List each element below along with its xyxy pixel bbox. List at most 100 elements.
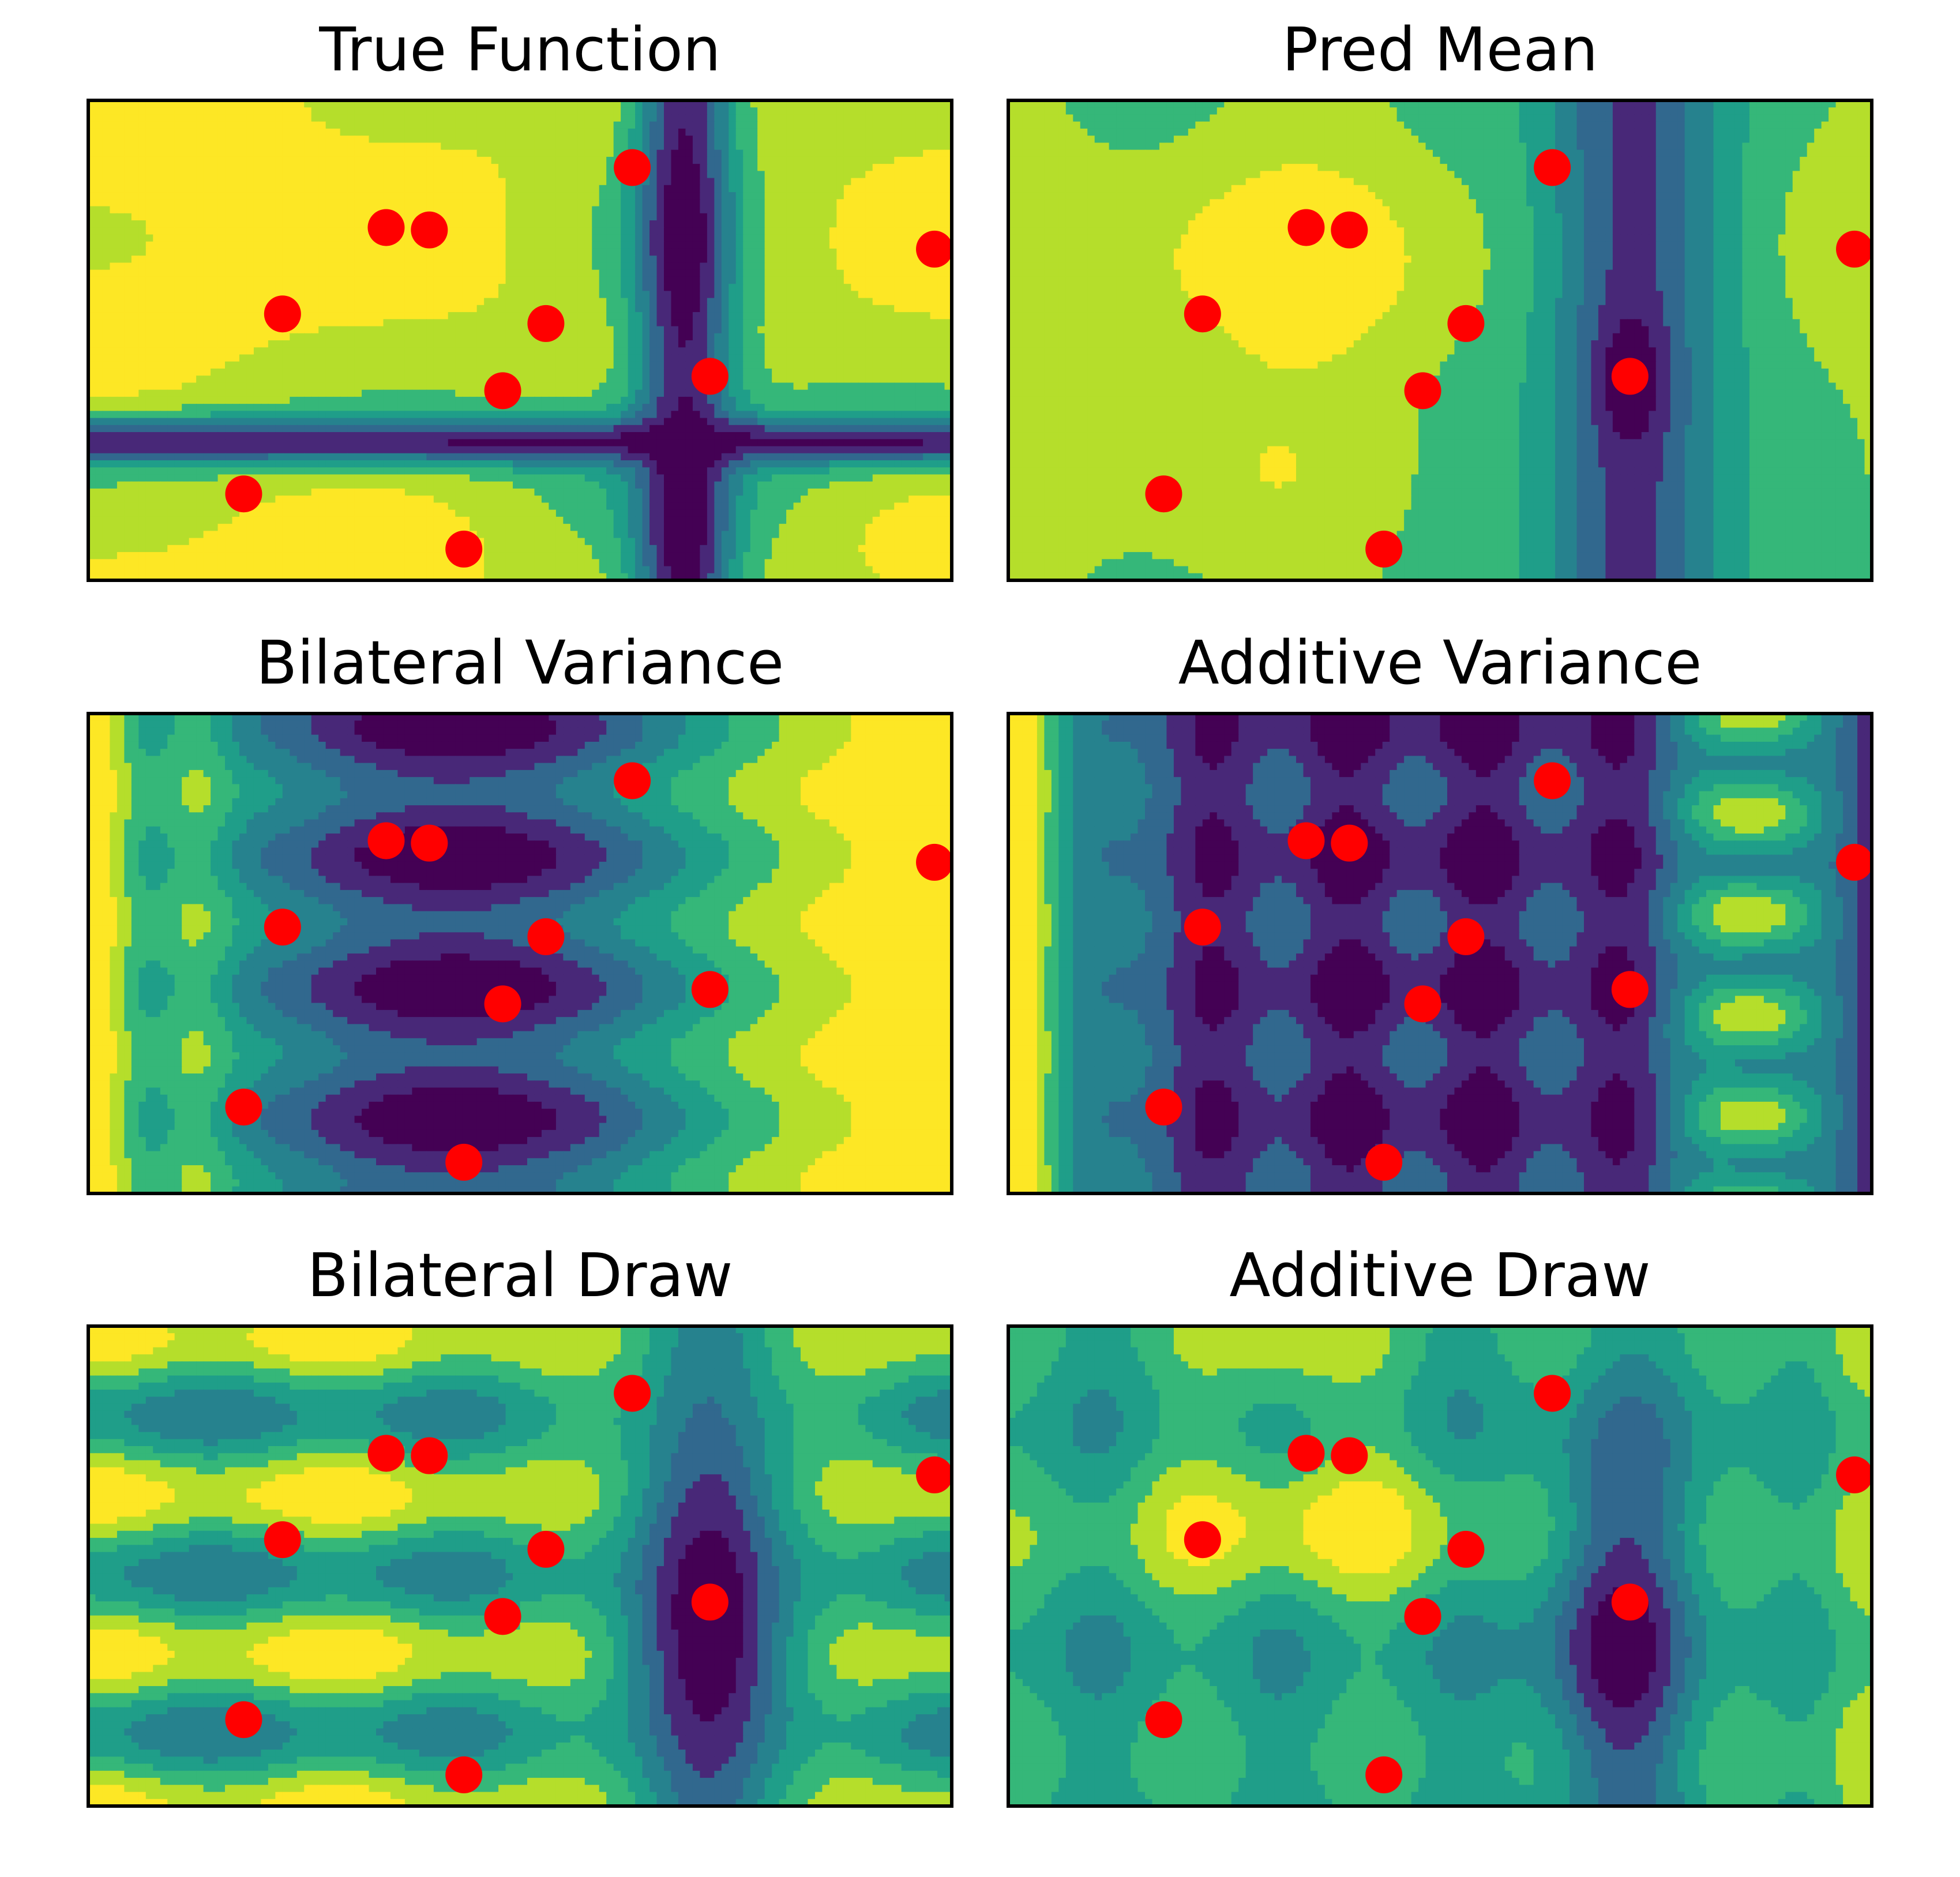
contour-cell [692,156,701,164]
contour-cell [714,333,722,341]
contour-cell [865,354,873,362]
contour-cell [692,128,701,136]
contour-cell [908,136,917,144]
contour-cell [253,276,262,284]
contour-cell [275,256,283,264]
contour-cell [95,326,103,334]
contour-cell [621,192,629,200]
contour-cell [325,262,333,271]
contour-cell [211,312,219,320]
contour-cell [887,298,895,306]
contour-cell [814,100,823,108]
contour-cell [513,248,521,256]
contour-cell [138,284,147,292]
contour-cell [491,149,499,157]
contour-cell [707,284,715,292]
contour-cell [563,354,571,362]
contour-cell [570,284,579,292]
contour-cell [268,256,276,264]
contour-cell [692,136,701,144]
contour-cell [880,305,888,313]
contour-cell [390,305,399,313]
contour-cell [793,199,801,207]
contour-cell [397,298,405,306]
contour-cell [484,256,492,264]
contour-cell [764,156,772,164]
contour-cell [290,114,298,122]
contour-cell [613,291,621,299]
contour-cell [160,192,168,200]
contour-cell [563,256,571,264]
contour-cell [397,361,405,369]
contour-cell [95,361,103,369]
contour-cell [729,354,737,362]
contour-cell [354,192,362,200]
contour-cell [649,206,658,214]
contour-cell [649,382,658,391]
contour-cell [217,298,226,306]
contour-cell [239,382,247,391]
contour-cell [606,213,614,221]
contour-cell [167,178,175,186]
contour-cell [239,347,247,355]
contour-cell [808,284,816,292]
contour-cell [376,361,384,369]
contour-cell [253,319,262,327]
contour-cell [513,241,521,249]
contour-cell [944,107,952,115]
contour-cell [404,213,413,221]
contour-cell [707,149,715,157]
contour-cell [232,305,240,313]
contour-cell [764,241,772,249]
contour-cell [937,128,945,136]
contour-cell [117,227,125,235]
contour-cell [664,100,672,108]
contour-cell [750,220,758,228]
contour-cell [124,156,132,164]
contour-cell [937,276,945,284]
contour-cell [743,178,751,186]
contour-cell [275,128,283,136]
contour-cell [448,164,456,172]
contour-cell [189,262,197,271]
contour-cell [131,376,140,384]
contour-cell [750,142,758,151]
contour-cell [476,164,485,172]
contour-cell [649,192,658,200]
contour-cell [145,185,154,193]
contour-cell [714,269,722,277]
contour-cell [757,114,765,122]
contour-cell [894,220,902,228]
contour-cell [836,136,844,144]
contour-cell [102,121,111,129]
contour-cell [923,276,931,284]
contour-cell [714,171,722,179]
contour-cell [664,164,672,172]
contour-cell [145,107,154,115]
contour-cell [376,192,384,200]
contour-cell [714,114,722,122]
contour-cell [362,333,370,341]
contour-cell [476,312,485,320]
contour-cell [534,234,542,242]
contour-cell [117,114,125,122]
contour-cell [110,114,118,122]
contour-cell [851,227,859,235]
contour-cell [685,149,693,157]
contour-cell [505,241,513,249]
contour-cell [887,220,895,228]
contour-cell [290,156,298,164]
contour-cell [858,156,866,164]
contour-cell [182,312,190,320]
contour-cell [476,340,485,348]
contour-cell [304,276,312,284]
contour-cell [757,185,765,193]
contour-cell [872,164,881,172]
contour-cell [347,298,355,306]
contour-cell [470,227,478,235]
contour-cell [584,368,593,376]
contour-cell [505,291,513,299]
contour-cell [376,340,384,348]
contour-cell [354,298,362,306]
contour-cell [937,333,945,341]
